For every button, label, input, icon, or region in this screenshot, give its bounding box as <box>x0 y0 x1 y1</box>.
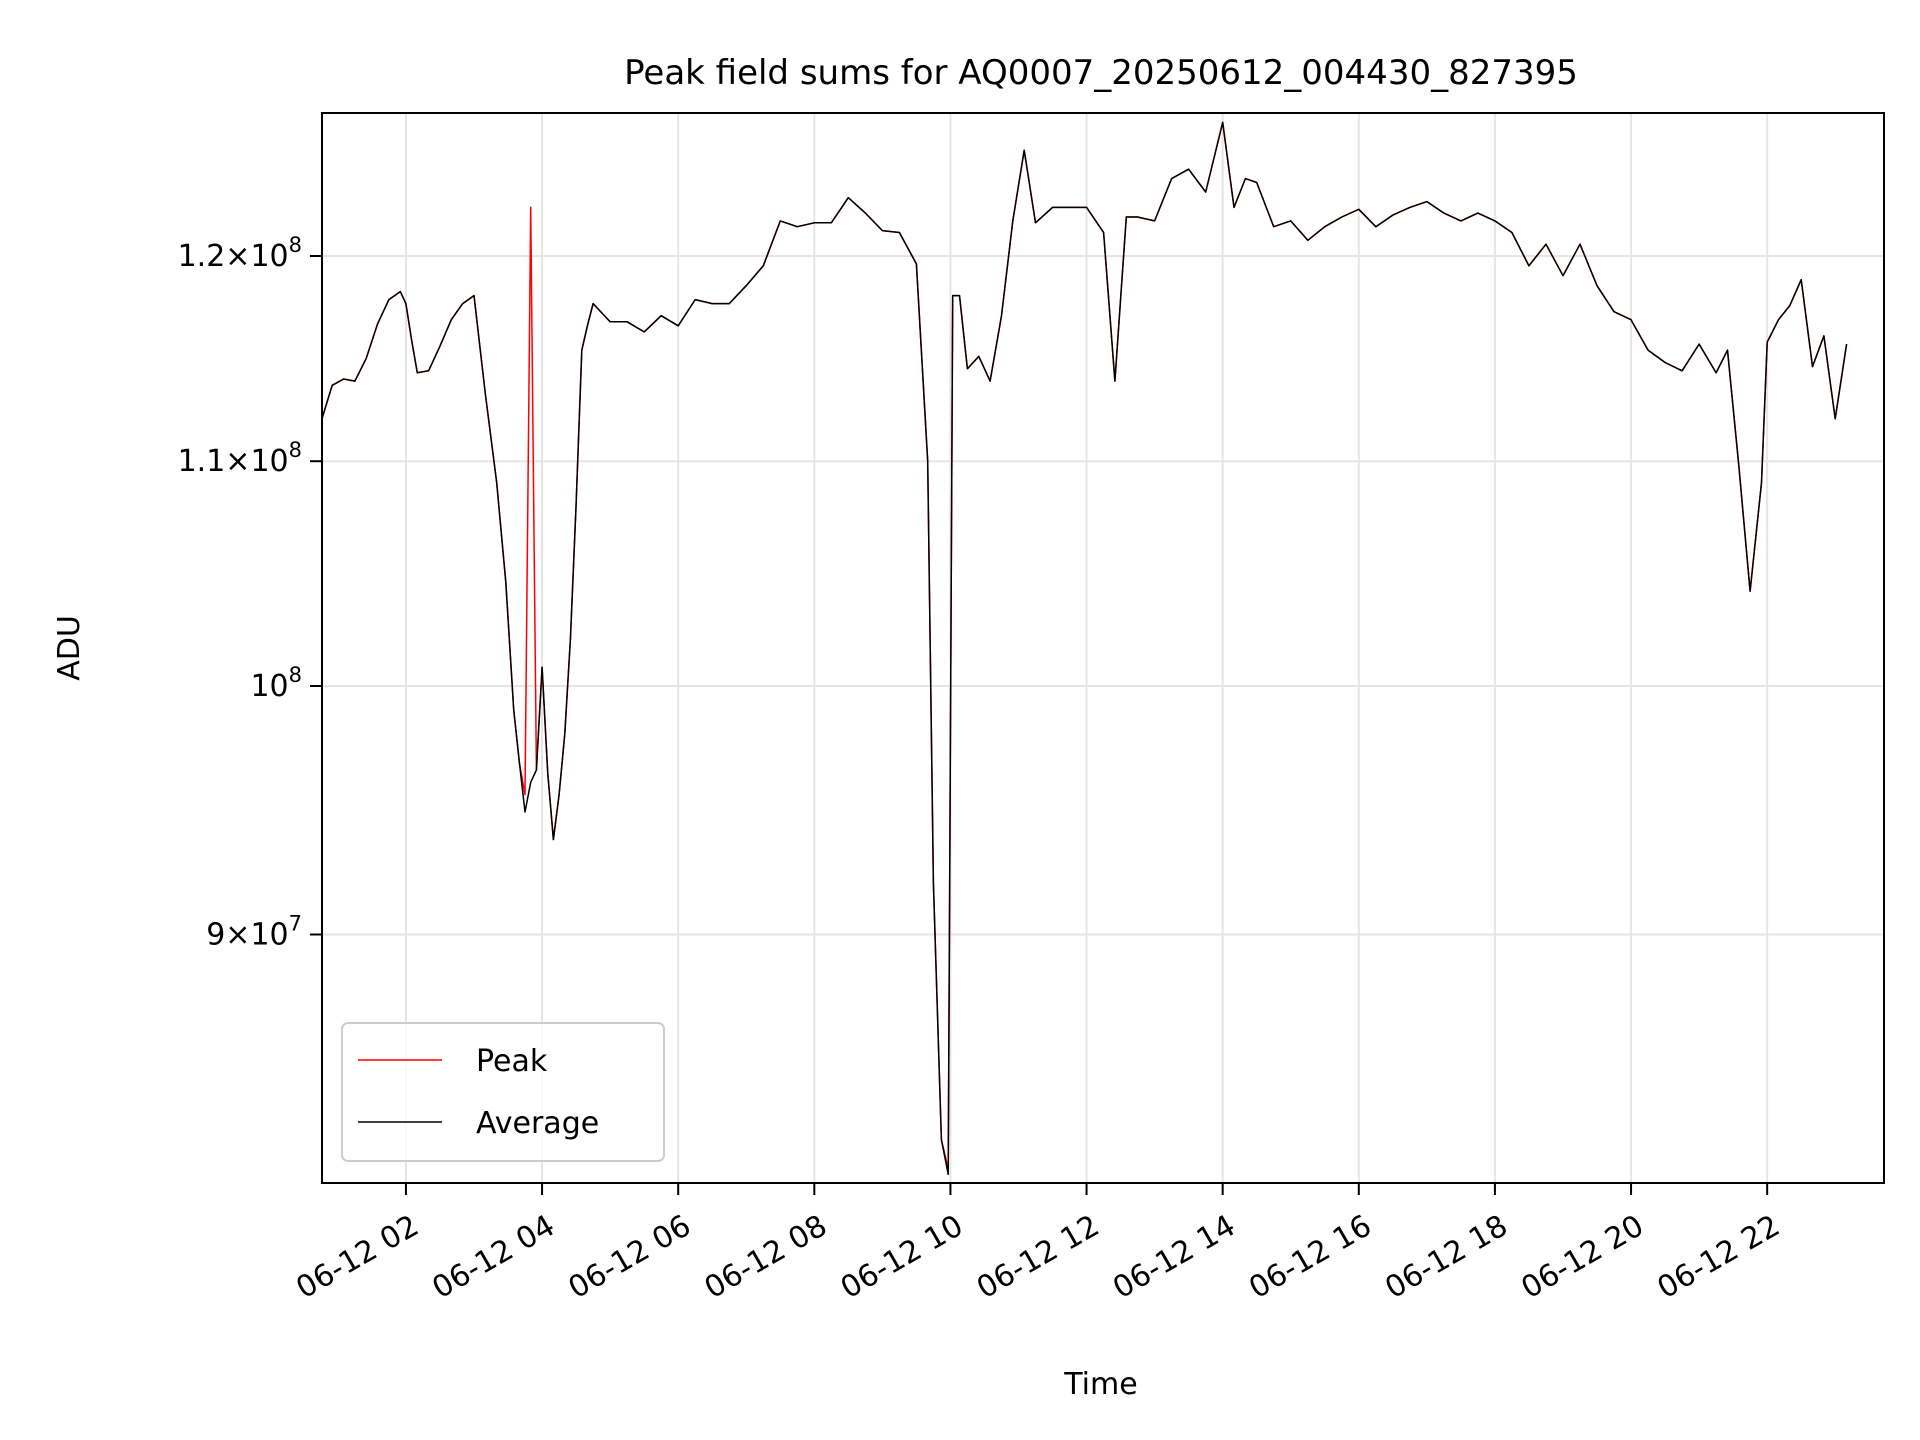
y-tick-label: 1.2×108 <box>178 233 302 274</box>
grid-lines <box>322 113 1884 1183</box>
y-tick-label: 1.1×108 <box>178 438 302 479</box>
y-axis-label: ADU <box>52 615 87 681</box>
y-tick-label: 9×107 <box>206 912 302 953</box>
chart-title: Peak field sums for AQ0007_20250612_0044… <box>624 53 1578 93</box>
y-axis-ticks: 1.2×108 1.1×108 108 9×107 <box>178 233 322 953</box>
legend-label-average: Average <box>476 1106 599 1141</box>
legend-label-peak: Peak <box>476 1044 548 1079</box>
series-line-average <box>321 121 1848 1176</box>
x-axis-label: Time <box>1063 1367 1137 1402</box>
legend-box <box>341 1022 665 1162</box>
plot-frame <box>321 112 1885 1184</box>
y-tick-label: 108 <box>250 663 302 704</box>
series-lines <box>321 121 1848 1176</box>
legend: Peak Average <box>341 1022 665 1162</box>
